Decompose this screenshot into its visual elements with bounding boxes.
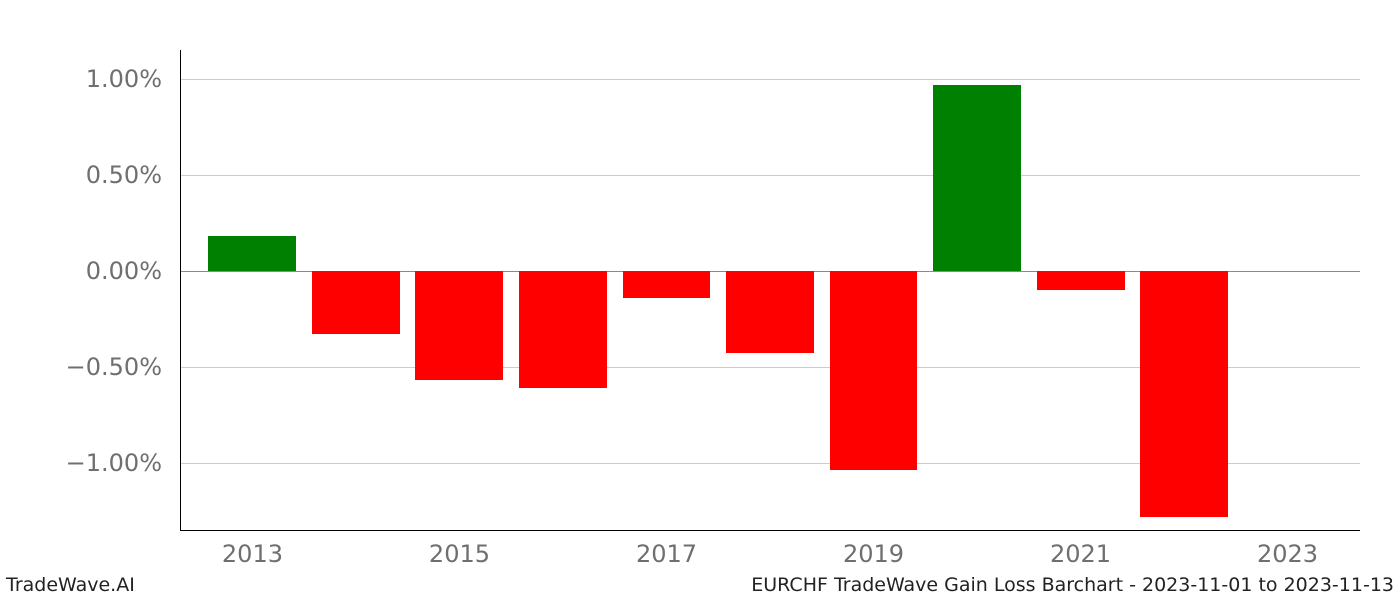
y-tick-label: 1.00% xyxy=(0,65,162,93)
bar xyxy=(1140,271,1228,517)
y-tick-label: 0.50% xyxy=(0,161,162,189)
x-axis-spine xyxy=(180,530,1360,531)
bar xyxy=(830,271,918,471)
x-tick-label: 2017 xyxy=(636,540,697,568)
gridline xyxy=(180,79,1360,80)
bar xyxy=(415,271,503,380)
x-tick-label: 2021 xyxy=(1050,540,1111,568)
bar xyxy=(623,271,711,298)
footer-caption-right: EURCHF TradeWave Gain Loss Barchart - 20… xyxy=(751,574,1394,596)
y-axis-spine xyxy=(180,50,181,530)
gridline xyxy=(180,175,1360,176)
bar xyxy=(519,271,607,388)
chart-container: −1.00% −0.50% 0.00% 0.50% 1.00% 2013 2015 2017… xyxy=(0,0,1400,600)
bar xyxy=(312,271,400,334)
bar xyxy=(933,85,1021,271)
x-tick-label: 2023 xyxy=(1257,540,1318,568)
y-tick-label: −1.00% xyxy=(0,449,162,477)
x-tick-label: 2013 xyxy=(222,540,283,568)
y-tick-label: 0.00% xyxy=(0,257,162,285)
bar xyxy=(726,271,814,354)
x-tick-label: 2019 xyxy=(843,540,904,568)
bar xyxy=(208,236,296,271)
plot-area xyxy=(180,50,1360,530)
footer-credit-left: TradeWave.AI xyxy=(6,574,135,596)
bar xyxy=(1037,271,1125,290)
y-tick-label: −0.50% xyxy=(0,353,162,381)
x-tick-label: 2015 xyxy=(429,540,490,568)
